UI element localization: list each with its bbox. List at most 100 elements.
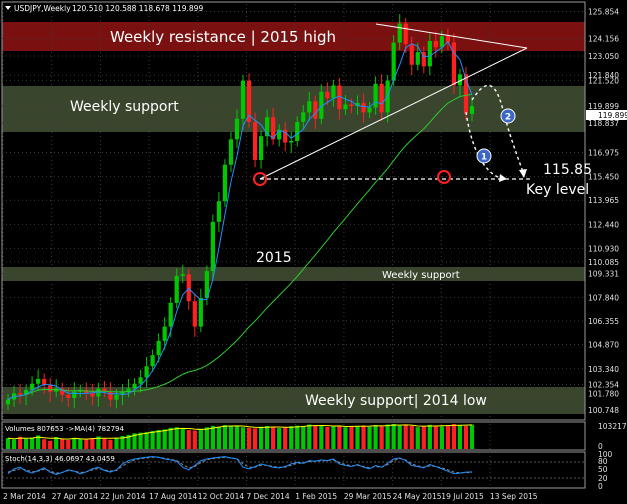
volume-bar bbox=[60, 438, 65, 449]
candle-body bbox=[343, 104, 348, 110]
time-axis-label: 22 Jun 2014 bbox=[100, 492, 145, 501]
candle-body bbox=[162, 326, 167, 341]
candle-body bbox=[174, 275, 179, 303]
volume-bar bbox=[174, 427, 179, 449]
candle-body bbox=[445, 36, 451, 43]
price-axis-label: 115.450 bbox=[588, 173, 619, 182]
time-axis-label: 27 Apr 2014 bbox=[52, 492, 99, 501]
volume-bar bbox=[379, 426, 384, 449]
volume-bar bbox=[301, 426, 306, 449]
volume-bar bbox=[180, 428, 185, 449]
grid bbox=[2, 4, 585, 488]
volume-axis-min: 0 bbox=[598, 442, 603, 451]
candle-body bbox=[54, 388, 59, 392]
stoch-label: Stoch(14,3,3) 46.0697 43.0459 bbox=[5, 455, 115, 463]
candle-body bbox=[36, 378, 41, 384]
volume-bar bbox=[445, 425, 451, 449]
time-axis-label: 24 May 2015 bbox=[393, 492, 442, 501]
volume-bar bbox=[265, 425, 270, 449]
volume-axis-max: 1032173 bbox=[598, 422, 627, 431]
scenario-1-arrowhead bbox=[499, 174, 507, 182]
candle-body bbox=[258, 136, 264, 160]
volume-bar bbox=[421, 426, 426, 449]
candle-body bbox=[114, 394, 119, 400]
price-axis-label: 123.050 bbox=[588, 52, 619, 61]
candle-body bbox=[319, 91, 324, 119]
price-axis-label: 124.156 bbox=[588, 34, 619, 43]
volume-bar bbox=[409, 425, 414, 449]
volume-bar bbox=[222, 425, 228, 449]
volume-bar bbox=[126, 434, 131, 449]
volume-bar bbox=[258, 426, 264, 449]
volumes-label: Volumes 807653 ->MA(4) 782794 bbox=[5, 425, 124, 433]
volume-bar bbox=[403, 425, 408, 449]
volume-bar bbox=[108, 439, 113, 449]
stoch-axis: 100 80 50 20 0 bbox=[598, 450, 613, 491]
candle-body bbox=[84, 390, 89, 394]
candle-body bbox=[17, 393, 23, 395]
volume-bar bbox=[415, 427, 420, 449]
volume-bar bbox=[283, 427, 288, 449]
volume-bar bbox=[289, 426, 294, 449]
volume-bar bbox=[331, 426, 336, 449]
candle-body bbox=[391, 42, 396, 81]
volume-bar bbox=[295, 425, 300, 449]
sma-fast-line bbox=[7, 40, 473, 401]
resistance-zone bbox=[2, 22, 585, 51]
candle-body bbox=[439, 36, 444, 48]
stoch-signal-line bbox=[7, 456, 473, 474]
price-tag: 119.899 bbox=[586, 110, 627, 120]
volume-ma-line bbox=[7, 424, 473, 440]
volume-bar bbox=[240, 427, 246, 449]
candle-body bbox=[102, 388, 107, 392]
svg-text:0: 0 bbox=[598, 482, 603, 491]
candle-body bbox=[463, 74, 469, 114]
panel-frames bbox=[1, 1, 586, 489]
price-axis-label: 119.899 bbox=[588, 102, 619, 111]
key-level-value: 115.85 bbox=[543, 162, 592, 178]
price-axis-label: 110.930 bbox=[588, 244, 619, 253]
candle-body bbox=[23, 390, 29, 395]
key-level-label: Key level bbox=[526, 182, 589, 198]
candle-body bbox=[337, 85, 342, 110]
volume-bar bbox=[463, 425, 469, 449]
candle-body bbox=[265, 117, 270, 137]
candle-body bbox=[132, 383, 137, 389]
volume-bar bbox=[120, 435, 125, 449]
candle-body bbox=[210, 221, 215, 272]
candle-body bbox=[361, 102, 366, 113]
candle-body bbox=[271, 117, 276, 140]
price-axis-label: 112.440 bbox=[588, 220, 619, 229]
candle-body bbox=[307, 101, 312, 113]
symbol-label: USDJPY,Weekly bbox=[14, 4, 71, 13]
candle-body bbox=[60, 388, 65, 395]
volume-bar bbox=[198, 428, 203, 449]
volume-bar bbox=[54, 437, 59, 449]
candle-body bbox=[421, 52, 426, 67]
volume-bar bbox=[397, 425, 402, 449]
volume-bar bbox=[361, 425, 366, 449]
candle-body bbox=[355, 102, 360, 107]
candle-body bbox=[469, 106, 475, 114]
volume-bar bbox=[373, 425, 378, 449]
resistance-label: Weekly resistance | 2015 high bbox=[110, 28, 336, 46]
scenario-1-label: 1 bbox=[481, 153, 487, 163]
svg-text:20: 20 bbox=[598, 474, 608, 483]
candle-body bbox=[192, 301, 197, 327]
candle-body bbox=[403, 23, 408, 45]
key-level-marker-right bbox=[437, 170, 451, 184]
volume-bar bbox=[168, 427, 173, 449]
volume-bar bbox=[355, 425, 360, 449]
candle-body bbox=[277, 129, 282, 140]
volume-bar bbox=[451, 424, 457, 449]
scenario-2-path bbox=[471, 84, 524, 173]
candle-body bbox=[246, 80, 252, 122]
volume-bar bbox=[17, 436, 23, 449]
candle-body bbox=[90, 393, 95, 397]
svg-text:100: 100 bbox=[598, 450, 613, 459]
stoch-levels bbox=[2, 461, 585, 479]
price-axis-label: 103.340 bbox=[588, 365, 619, 374]
svg-text:50: 50 bbox=[598, 465, 608, 474]
